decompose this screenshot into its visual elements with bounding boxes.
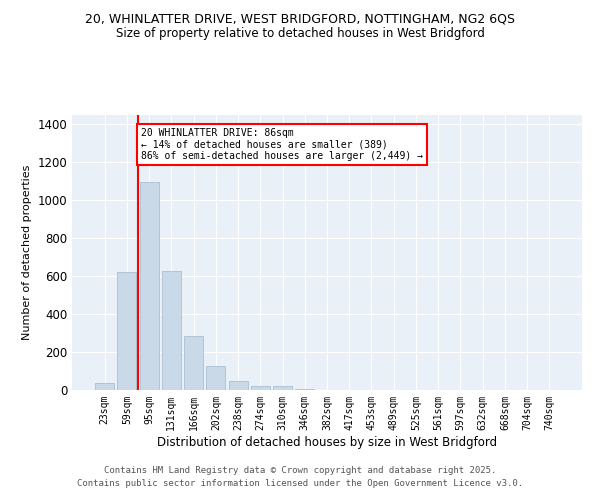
Bar — [229, 380, 248, 390]
Bar — [251, 386, 270, 390]
Bar — [273, 386, 292, 390]
Bar — [295, 389, 314, 390]
Bar — [118, 272, 136, 390]
Text: 20, WHINLATTER DRIVE, WEST BRIDGFORD, NOTTINGHAM, NG2 6QS: 20, WHINLATTER DRIVE, WEST BRIDGFORD, NO… — [85, 12, 515, 26]
Bar — [184, 336, 203, 390]
X-axis label: Distribution of detached houses by size in West Bridgford: Distribution of detached houses by size … — [157, 436, 497, 448]
Text: 20 WHINLATTER DRIVE: 86sqm
← 14% of detached houses are smaller (389)
86% of sem: 20 WHINLATTER DRIVE: 86sqm ← 14% of deta… — [142, 128, 424, 162]
Bar — [95, 384, 114, 390]
Bar — [140, 182, 158, 390]
Text: Contains HM Land Registry data © Crown copyright and database right 2025.
Contai: Contains HM Land Registry data © Crown c… — [77, 466, 523, 487]
Bar — [162, 270, 181, 390]
Bar — [206, 366, 225, 390]
Text: Size of property relative to detached houses in West Bridgford: Size of property relative to detached ho… — [116, 28, 484, 40]
Y-axis label: Number of detached properties: Number of detached properties — [22, 165, 32, 340]
